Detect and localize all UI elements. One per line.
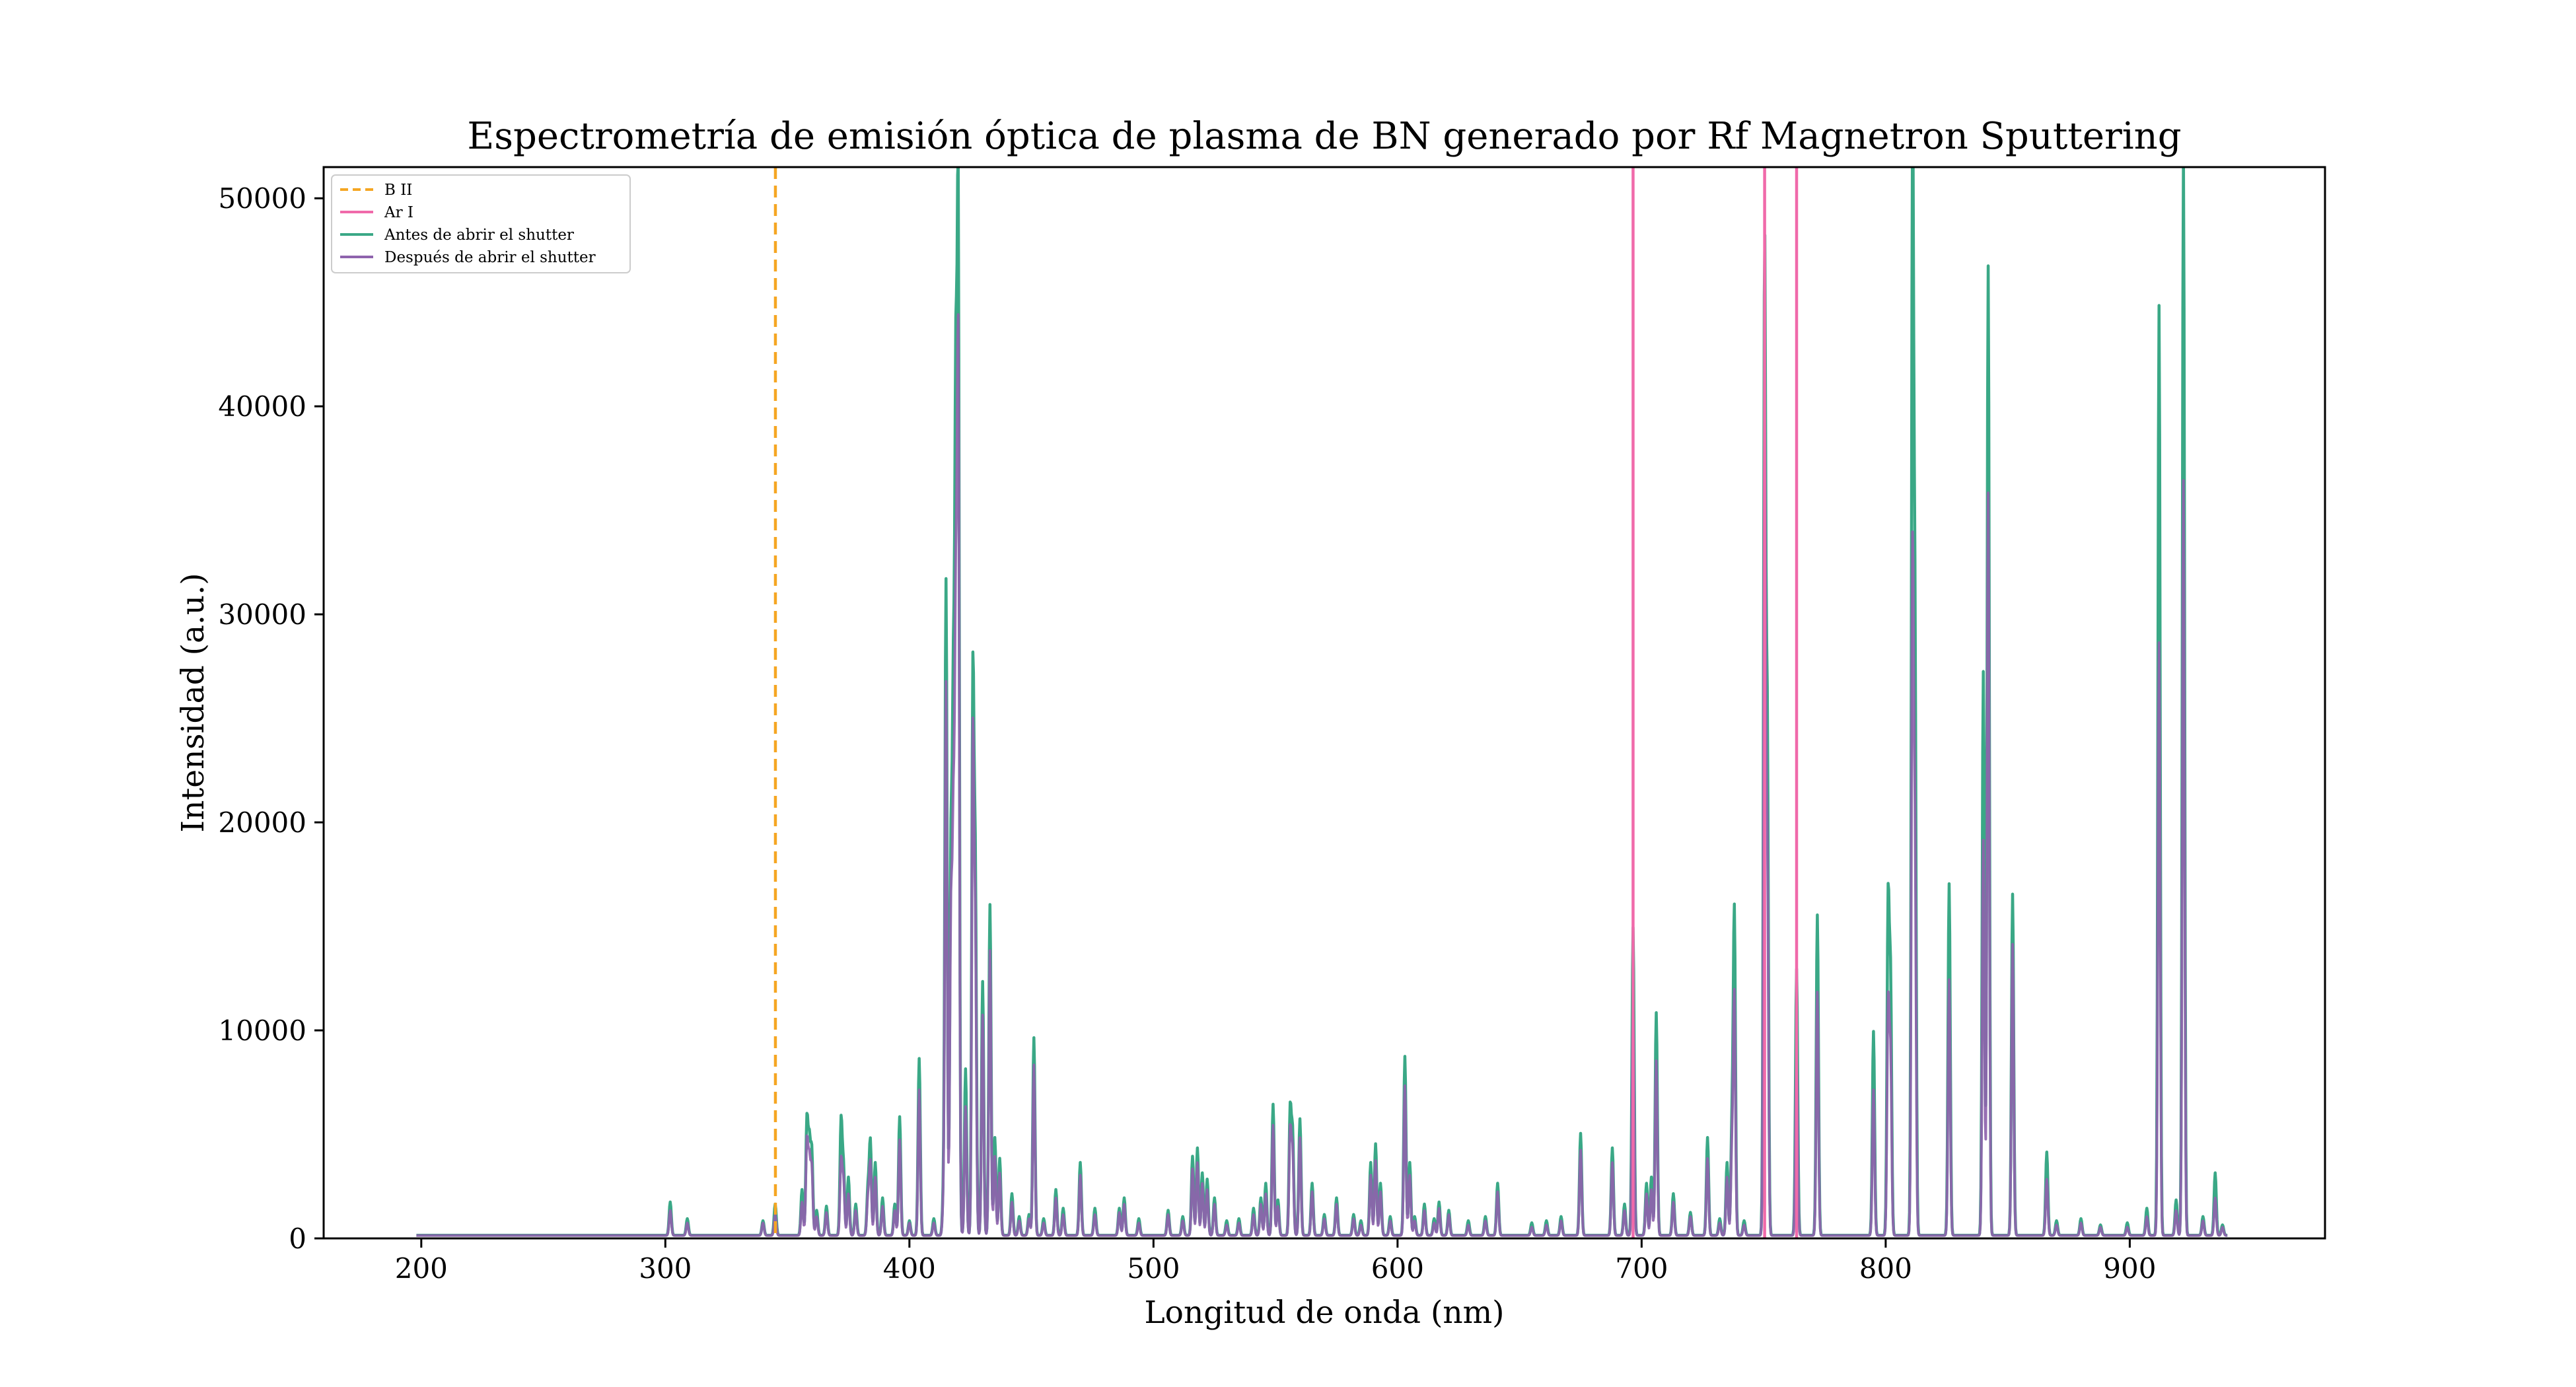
x-tick-label-800: 800	[1859, 1252, 1912, 1285]
y-tick-label-40000: 40000	[218, 390, 306, 423]
x-tick-label-600: 600	[1371, 1252, 1424, 1285]
x-tick-label-300: 300	[639, 1252, 692, 1285]
plot-area	[415, 167, 2229, 1238]
y-tick-label-0: 0	[289, 1223, 306, 1255]
y-tick-label-30000: 30000	[218, 598, 306, 631]
x-tick-label-500: 500	[1127, 1252, 1180, 1285]
x-tick-label-200: 200	[395, 1252, 448, 1285]
series-layer	[415, 167, 2229, 1237]
y-axis: 0 10000 20000 30000 40000 50000	[218, 182, 324, 1255]
y-tick-label-10000: 10000	[218, 1014, 306, 1047]
x-axis-label: Longitud de onda (nm)	[1144, 1295, 1504, 1331]
y-tick-label-50000: 50000	[218, 182, 306, 215]
x-axis: 200 300 400 500 600 700 800 900	[395, 1238, 2156, 1285]
reference-lines	[773, 167, 1799, 1238]
series-despues-line	[415, 313, 2229, 1237]
legend-label-ar-i: Ar I	[384, 204, 413, 221]
y-axis-label: Intensidad (a.u.)	[175, 573, 211, 833]
legend: B II Ar I Antes de abrir el shutter Desp…	[331, 174, 631, 273]
plot-frame	[322, 166, 2326, 1240]
y-tick-label-20000: 20000	[218, 806, 306, 839]
x-tick-label-400: 400	[883, 1252, 936, 1285]
legend-label-despues: Después de abrir el shutter	[384, 249, 596, 266]
x-tick-label-900: 900	[2103, 1252, 2156, 1285]
chart-title: Espectrometría de emisión óptica de plas…	[467, 115, 2181, 158]
legend-label-b-ii: B II	[384, 182, 412, 199]
legend-label-antes: Antes de abrir el shutter	[384, 227, 574, 244]
legend-box	[331, 174, 631, 273]
x-tick-label-700: 700	[1615, 1252, 1668, 1285]
